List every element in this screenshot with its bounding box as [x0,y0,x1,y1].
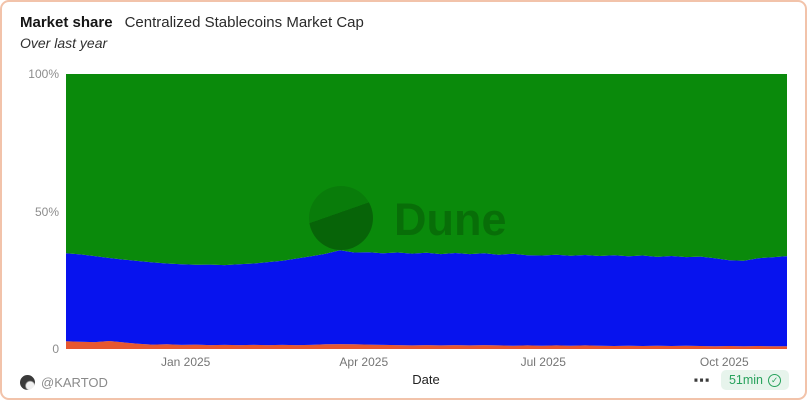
widget-title: Market share [20,14,113,31]
dune-logo-icon [309,186,373,250]
options-menu-icon[interactable]: ⋯ [692,370,711,390]
dune-wordmark: Dune [394,194,507,245]
data-freshness-badge[interactable]: 51min ✓ [720,370,789,390]
x-tick-label: Apr 2025 [339,355,389,369]
widget-header: Market share Centralized Stablecoins Mark… [20,14,364,32]
x-axis-title: Date [412,372,440,387]
area-green-top-band [66,74,787,266]
widget-actions: ⋯ 51min ✓ [693,370,789,390]
author-handle[interactable]: @KARTOD [41,375,108,390]
timeframe-subtitle: Over last year [20,35,108,51]
author-avatar-icon [20,375,35,390]
y-tick-label: 100% [28,67,59,81]
chart-name: Centralized Stablecoins Market Cap [124,14,364,31]
freshness-label: 51min [728,373,763,387]
area-red-bottom-band [66,341,787,349]
author-attribution[interactable]: @KARTOD [20,375,108,390]
x-tick-label: Jul 2025 [520,355,566,369]
check-circle-icon: ✓ [768,373,781,387]
area-blue-middle-band [66,250,787,347]
stacked-area-chart[interactable]: Dune [66,74,787,349]
chart-canvas[interactable]: Dune [66,74,787,349]
x-tick-label: Jan 2025 [160,355,211,369]
y-tick-label: 50% [34,204,59,219]
x-tick-label: Oct 2025 [699,355,749,369]
y-tick-label: 0 [52,342,59,356]
